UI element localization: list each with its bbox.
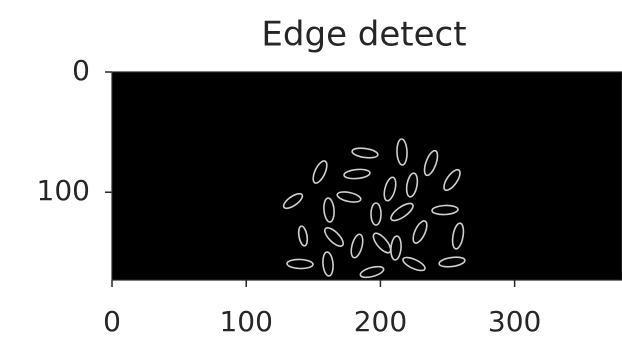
page: {"chart_data": {"type": "image", "title"… xyxy=(0,0,622,340)
chart: Edge detect 0 100 200 300 0 100 xyxy=(0,0,622,340)
y-tick-label: 0 xyxy=(72,54,90,87)
x-tick-label: 300 xyxy=(488,305,541,338)
chart-title: Edge detect xyxy=(261,15,466,55)
y-tick-label: 100 xyxy=(37,174,90,207)
x-tick-label: 200 xyxy=(354,305,407,338)
x-tick-label: 100 xyxy=(219,305,272,338)
x-tick-label: 0 xyxy=(103,305,121,338)
